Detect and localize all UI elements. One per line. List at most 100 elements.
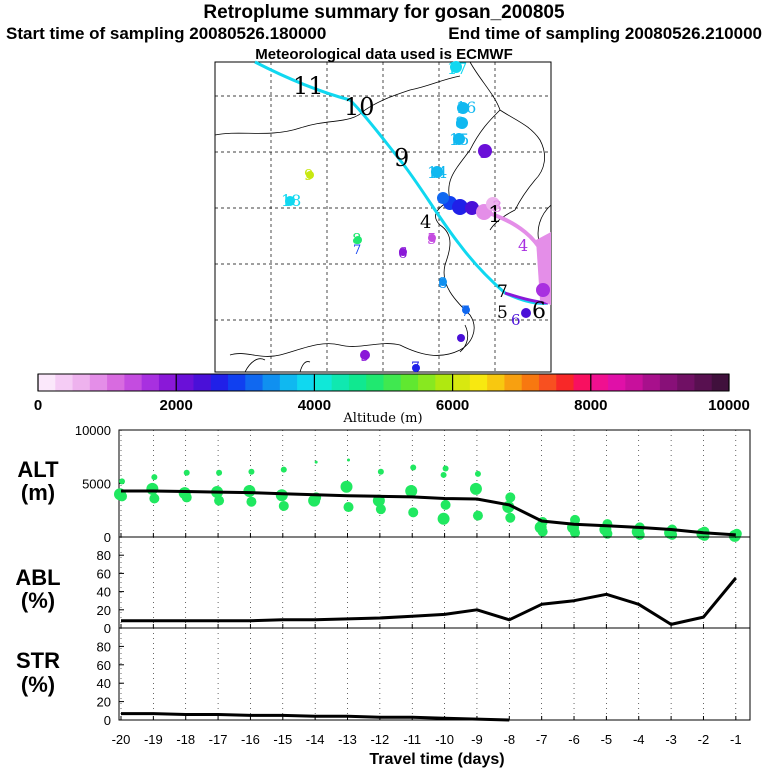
alt-scatter-point xyxy=(537,526,548,537)
coastline-taiwan xyxy=(459,324,469,353)
colorbar-swatch xyxy=(504,374,523,391)
panel-str: 80 60 40 20 0 STR(%) xyxy=(16,627,751,728)
colorbar-swatch xyxy=(176,374,194,391)
alt-scatter-point xyxy=(602,528,613,539)
colorbar-swatch xyxy=(72,374,91,391)
plume-marker xyxy=(456,117,468,129)
colorbar-swatch xyxy=(297,374,315,391)
alt-scatter-point xyxy=(377,468,384,475)
x-tick-label: -16 xyxy=(241,732,260,747)
plume-marker xyxy=(285,196,295,206)
alt-scatter-point xyxy=(440,499,451,510)
colorbar-swatch xyxy=(331,374,350,391)
colorbar-swatch xyxy=(383,374,402,391)
map-label: 14 xyxy=(427,163,447,182)
map-label: 9 xyxy=(360,347,370,365)
map-label: 18 xyxy=(281,191,301,210)
plume-marker xyxy=(428,234,436,242)
alt-scatter-point xyxy=(408,507,419,518)
x-tick-label: -17 xyxy=(209,732,228,747)
colorbar-swatch xyxy=(366,374,384,391)
x-axis: -20 -19 -18 -17 -16 -15 -14 -13 -12 -11 -10 -9 -8 -7 -… xyxy=(112,732,742,768)
colorbar-swatch xyxy=(124,374,143,391)
alt-scatter-point xyxy=(505,512,516,523)
colorbar-swatch xyxy=(38,374,56,391)
colorbar-swatch xyxy=(228,374,246,391)
colorbar-swatch xyxy=(469,374,488,391)
x-tick-label: -18 xyxy=(176,732,195,747)
panel-ytick-label: 60 xyxy=(97,658,111,673)
x-tick-label: -1 xyxy=(730,732,742,747)
plume-marker xyxy=(478,144,492,158)
alt-scatter-point xyxy=(243,484,256,497)
colorbar-swatch xyxy=(556,374,575,391)
map-label: 7 xyxy=(411,360,420,376)
start-time: Start time of sampling 20080526.180000 xyxy=(6,24,327,43)
plume-marker xyxy=(453,133,465,145)
plume-marker xyxy=(452,199,468,215)
alt-scatter-point xyxy=(214,495,225,506)
alt-scatter-point xyxy=(149,493,160,504)
map-label: 5 xyxy=(497,303,508,323)
alt-scatter-point xyxy=(375,504,386,515)
panel-label: STR xyxy=(16,648,60,673)
coastline-china-south xyxy=(229,343,461,357)
alt-scatter-point xyxy=(474,470,481,477)
colorbar-swatch xyxy=(659,374,678,391)
plume-marker xyxy=(537,238,549,250)
series-line-abl xyxy=(121,577,737,626)
alt-scatter-point xyxy=(280,466,287,473)
alt-scatter-point xyxy=(343,502,354,513)
plume-marker xyxy=(486,197,500,211)
map-label: 8 xyxy=(352,230,362,248)
figure-title: Retroplume summary for gosan_200805 xyxy=(203,2,565,23)
panel-unit: (%) xyxy=(21,588,55,613)
colorbar-tick-label: 4000 xyxy=(298,397,331,414)
panel-ytick-label: 5000 xyxy=(82,477,111,492)
colorbar-swatch xyxy=(435,374,454,391)
coastline-china-north xyxy=(448,61,501,201)
x-tick-label: -20 xyxy=(112,732,131,747)
map-label: 9 xyxy=(479,143,489,162)
colorbar-swatch xyxy=(314,374,333,391)
colorbar-swatch xyxy=(677,374,695,391)
plume-marker xyxy=(457,102,469,114)
panel-unit: (m) xyxy=(21,480,55,505)
alt-scatter-point xyxy=(248,468,255,475)
colorbar-swatch xyxy=(694,374,713,391)
border-line xyxy=(364,75,461,111)
panel-ytick-label: 80 xyxy=(97,548,111,563)
panel-ytick-label: 20 xyxy=(97,603,111,618)
x-tick-label: -4 xyxy=(633,732,645,747)
series-line-alt xyxy=(121,489,736,537)
map-label: 5 xyxy=(427,230,437,248)
colorbar-swatch xyxy=(55,374,74,391)
map-label: 7 xyxy=(353,243,361,258)
map-label: 6 xyxy=(511,311,521,329)
x-tick-label: -6 xyxy=(568,732,580,747)
colorbar-swatch xyxy=(487,374,505,391)
plume-marker xyxy=(306,171,314,179)
map-label: 6 xyxy=(398,244,408,262)
colorbar-swatch xyxy=(210,374,229,391)
colorbar-swatch xyxy=(573,374,592,391)
border-line xyxy=(214,109,366,136)
colorbar-swatch xyxy=(400,374,419,391)
map-label: 15 xyxy=(449,130,469,149)
map-label: 7 xyxy=(497,282,508,302)
colorbar-swatch xyxy=(452,374,471,391)
coastline-korea-north xyxy=(499,109,545,211)
colorbar-swatch xyxy=(107,374,125,391)
colorbar-swatch xyxy=(418,374,436,391)
altitude-colorbar: 0 2000 4000 6000 8000 10000 Altitude (m) xyxy=(34,373,750,426)
time-series-panels: 1000050000ALT(m)806040200ABL(%)806040200… xyxy=(15,423,751,768)
colorbar-tick-label: 0 xyxy=(34,397,42,414)
plume-marker xyxy=(462,306,470,314)
alt-scatter-point xyxy=(570,527,581,538)
map-label: 4 xyxy=(420,212,431,233)
plume-path-end xyxy=(504,291,549,305)
x-tick-label: -19 xyxy=(144,732,163,747)
plume-marker xyxy=(536,283,550,297)
map-grid xyxy=(215,62,551,372)
